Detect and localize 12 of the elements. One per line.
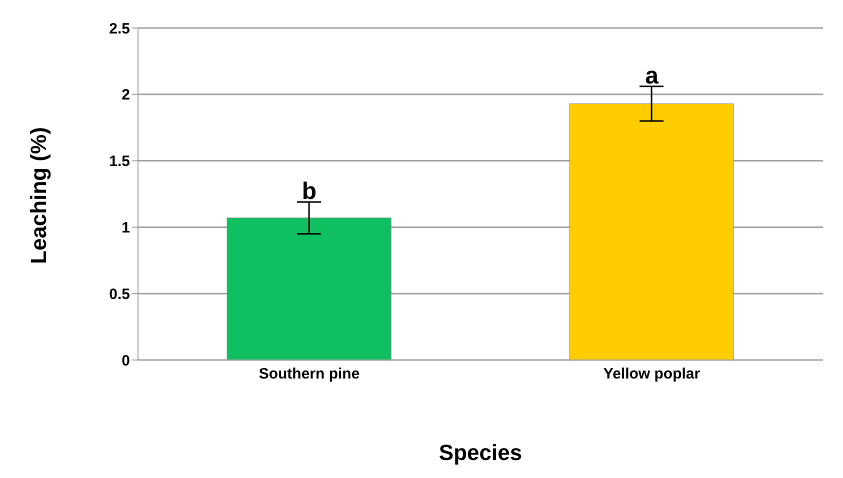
y-tick-label: 2.5	[109, 20, 130, 38]
x-tick-label: Yellow poplar	[603, 366, 700, 383]
y-tick-label: 0.5	[109, 286, 130, 303]
x-tick-label: Southern pine	[258, 366, 360, 383]
x-axis-title: Species	[438, 440, 522, 465]
y-tick-label: 1	[122, 220, 130, 237]
y-axis-title: Leaching (%)	[26, 127, 51, 264]
y-tick-label: 1.5	[109, 153, 130, 170]
annotation: b	[302, 178, 317, 205]
y-tick-label: 2	[122, 86, 130, 104]
annotation: a	[645, 62, 660, 90]
y-tick-label: 0	[122, 352, 130, 370]
